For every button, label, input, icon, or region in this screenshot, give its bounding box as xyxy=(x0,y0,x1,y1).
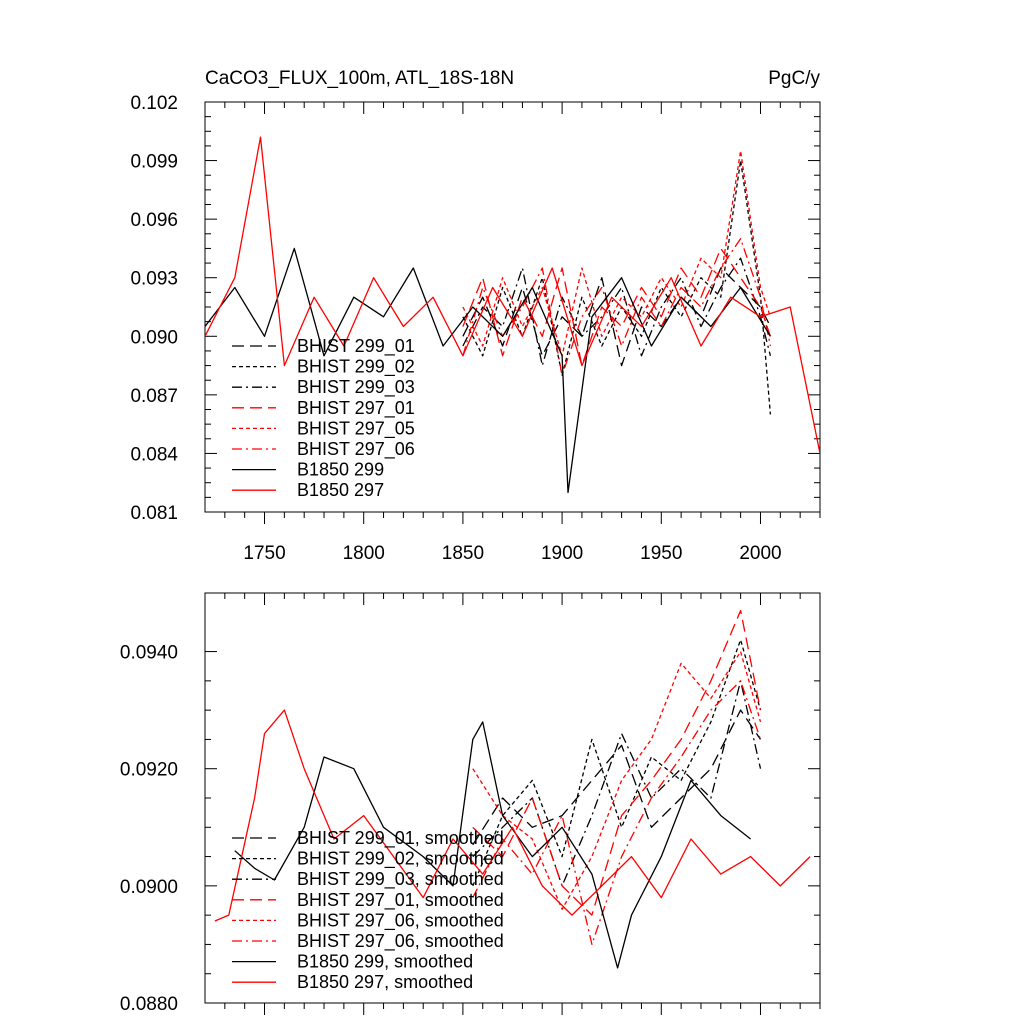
series-line-2 xyxy=(472,680,762,887)
series-line-7 xyxy=(214,709,811,922)
legend-label: B1850 299, smoothed xyxy=(297,952,473,972)
legend-label: BHIST 297_01, smoothed xyxy=(297,890,504,911)
y-tick-label: 0.096 xyxy=(130,210,178,231)
series-line-0 xyxy=(472,709,762,846)
y-tick-label: 0.102 xyxy=(130,93,178,114)
y-tick-label: 0.0940 xyxy=(120,643,178,664)
legend-label: BHIST 299_02, smoothed xyxy=(297,849,504,870)
series-line-6 xyxy=(234,721,752,969)
y-tick-label: 0.0880 xyxy=(120,994,178,1015)
y-tick-label: 0.0900 xyxy=(120,877,178,898)
top-panel: CaCO3_FLUX_100m, ATL_18S-18N PgC/y 0.081… xyxy=(130,68,821,564)
top-chart-title: CaCO3_FLUX_100m, ATL_18S-18N xyxy=(205,68,514,89)
legend-label: BHIST 297_06, smoothed xyxy=(297,931,504,952)
series-line-3 xyxy=(472,609,762,916)
legend-label: BHIST 299_01, smoothed xyxy=(297,828,504,849)
series-line-6 xyxy=(205,247,771,494)
legend-label: BHIST 297_05 xyxy=(297,418,415,439)
y-tick-label: 0.084 xyxy=(130,444,178,465)
bottom-panel: 0.0880 0.0900 0.0920 0.0940 BHIST 299_01, sm… xyxy=(120,592,821,1015)
series-group xyxy=(214,609,811,969)
series-group xyxy=(205,136,820,494)
series-line-5 xyxy=(472,680,762,946)
legend-label: BHIST 297_01 xyxy=(297,398,415,419)
x-tick-label: 1800 xyxy=(343,543,385,564)
y-tick-label: 0.099 xyxy=(130,152,178,173)
x-tick-label: 1900 xyxy=(541,543,583,564)
series-line-7 xyxy=(205,136,820,454)
series-line-1 xyxy=(472,639,762,887)
legend-label: BHIST 299_02 xyxy=(297,357,415,378)
legend-label: B1850 299 xyxy=(297,460,384,480)
series-line-4 xyxy=(472,650,762,910)
x-tick-label: 1850 xyxy=(442,543,484,564)
x-tick-label: 2000 xyxy=(739,543,781,564)
legend-label: B1850 297, smoothed xyxy=(297,972,473,992)
series-line-5 xyxy=(462,238,772,376)
y-tick-label: 0.081 xyxy=(130,503,178,524)
y-tick-label: 0.090 xyxy=(130,327,178,348)
series-line-1 xyxy=(462,159,772,415)
y-tick-label: 0.087 xyxy=(130,386,178,407)
x-tick-label: 1950 xyxy=(640,543,682,564)
legend-label: B1850 297 xyxy=(297,480,384,500)
legend-label: BHIST 299_01 xyxy=(297,336,415,357)
series-line-4 xyxy=(462,150,772,357)
legend-label: BHIST 299_03 xyxy=(297,377,415,398)
x-tick-label: 1750 xyxy=(243,543,285,564)
y-tick-label: 0.093 xyxy=(130,269,178,290)
series-line-0 xyxy=(462,267,771,367)
y-tick-label: 0.0920 xyxy=(120,760,178,781)
legend-label: BHIST 297_06 xyxy=(297,439,415,460)
top-chart-units: PgC/y xyxy=(768,68,820,89)
legend-label: BHIST 297_06, smoothed xyxy=(297,910,504,931)
legend-label: BHIST 299_03, smoothed xyxy=(297,869,504,890)
